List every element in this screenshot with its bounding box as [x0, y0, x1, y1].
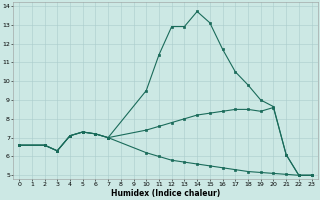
X-axis label: Humidex (Indice chaleur): Humidex (Indice chaleur) — [111, 189, 220, 198]
